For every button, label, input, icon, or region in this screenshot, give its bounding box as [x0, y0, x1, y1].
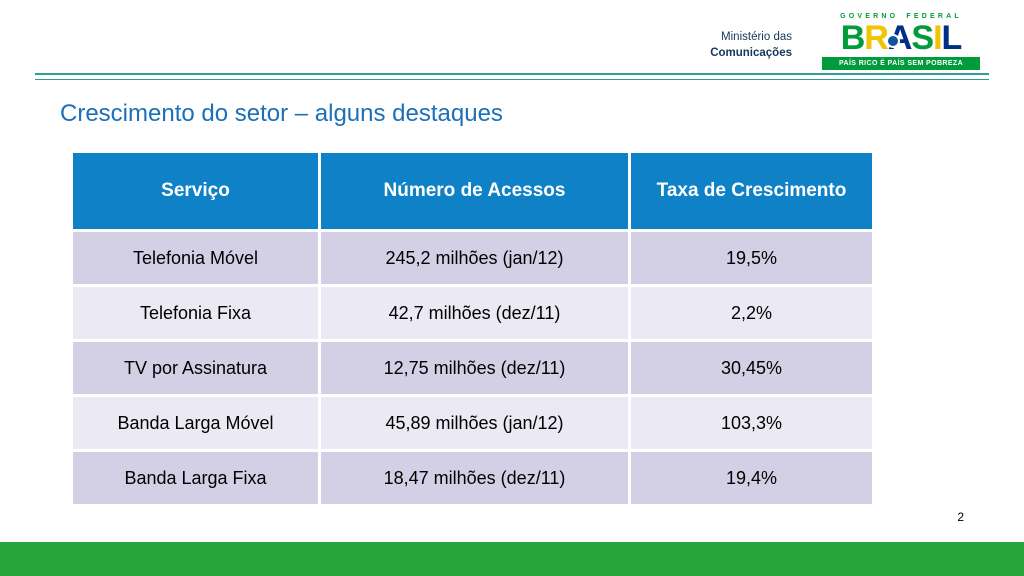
table-header-servico: Serviço [70, 150, 321, 232]
brasil-letter: B [840, 19, 866, 57]
table-cell: 19,5% [628, 229, 875, 287]
table-header-row: Serviço Número de Acessos Taxa de Cresci… [70, 150, 875, 232]
ministry-line1: Ministério das [721, 31, 792, 43]
table-row: Banda Larga Fixa 18,47 milhões (dez/11) … [70, 449, 875, 507]
brasil-letter: L [941, 19, 963, 57]
page-title: Crescimento do setor – alguns destaques [60, 100, 503, 127]
table-cell: 245,2 milhões (jan/12) [318, 229, 631, 287]
table-header-taxa-crescimento: Taxa de Crescimento [628, 150, 875, 232]
brasil-wordmark: BRASIL [822, 21, 980, 55]
page-number: 2 [957, 510, 964, 524]
table-cell: 45,89 milhões (jan/12) [318, 394, 631, 452]
footer-bar [0, 542, 1024, 576]
table-row: Banda Larga Móvel 45,89 milhões (jan/12)… [70, 394, 875, 452]
governo-federal-label: GOVERNO FEDERAL [840, 13, 962, 20]
growth-table: Serviço Número de Acessos Taxa de Cresci… [70, 150, 875, 507]
table-row: TV por Assinatura 12,75 milhões (dez/11)… [70, 339, 875, 397]
table-cell: Telefonia Fixa [70, 284, 321, 342]
table-cell: 2,2% [628, 284, 875, 342]
table-header-numero-acessos: Número de Acessos [318, 150, 631, 232]
brasil-letter: I [933, 19, 943, 57]
brasil-letter: R [864, 19, 889, 57]
table-cell: Banda Larga Móvel [70, 394, 321, 452]
table-row: Telefonia Fixa 42,7 milhões (dez/11) 2,2… [70, 284, 875, 342]
header-divider-rule [35, 73, 989, 80]
ministry-name: Ministério das Comunicações [710, 30, 792, 61]
flag-globe-icon [886, 34, 900, 48]
brasil-logo: GOVERNO FEDERAL BRASIL PAÍS RICO É PAÍS … [822, 13, 980, 70]
table-cell: 42,7 milhões (dez/11) [318, 284, 631, 342]
table-cell: Banda Larga Fixa [70, 449, 321, 507]
table-cell: Telefonia Móvel [70, 229, 321, 287]
table-cell: 19,4% [628, 449, 875, 507]
table-cell: 12,75 milhões (dez/11) [318, 339, 631, 397]
table-cell: 30,45% [628, 339, 875, 397]
table-row: Telefonia Móvel 245,2 milhões (jan/12) 1… [70, 229, 875, 287]
table-cell: 18,47 milhões (dez/11) [318, 449, 631, 507]
logo-tagline: PAÍS RICO É PAÍS SEM POBREZA [822, 57, 980, 70]
ministry-line2: Comunicações [710, 46, 792, 59]
brasil-letter: S [911, 19, 934, 57]
table-cell: TV por Assinatura [70, 339, 321, 397]
table-cell: 103,3% [628, 394, 875, 452]
